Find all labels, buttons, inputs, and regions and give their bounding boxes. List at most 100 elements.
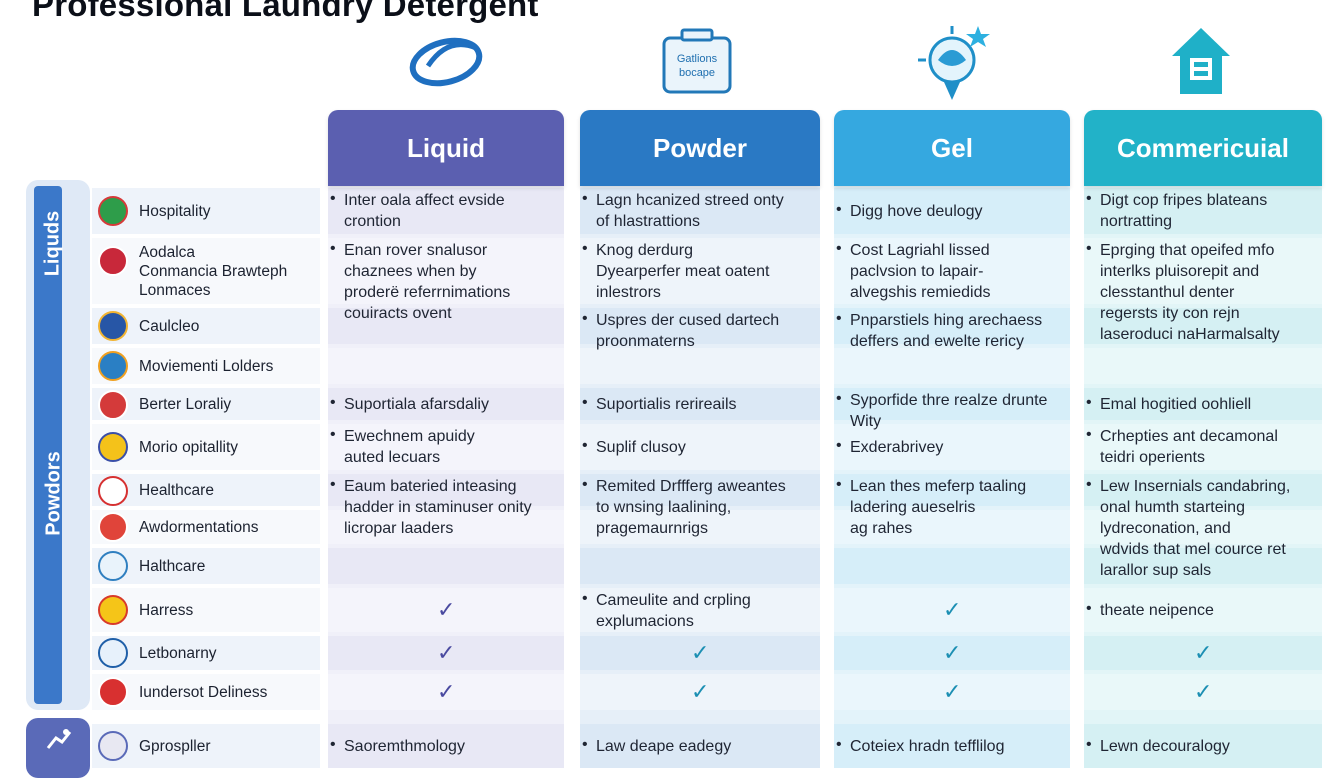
bullet: • bbox=[582, 393, 588, 411]
row-label: Awdormentations bbox=[139, 518, 259, 536]
cell-text: Coteiex hradn tefflilog bbox=[850, 737, 1005, 755]
row-label: Halthcare bbox=[139, 557, 206, 575]
bullet: • bbox=[1086, 190, 1092, 207]
bullet: • bbox=[1086, 426, 1092, 443]
row-label: Letbonarny bbox=[139, 644, 217, 662]
cell-text: Pnparstiels hing arechaess deffers and e… bbox=[850, 312, 1043, 350]
side-group-bar bbox=[34, 186, 62, 704]
cell-text: Uspres der cused dartech proonmaterns bbox=[596, 312, 780, 350]
cell-bg bbox=[1084, 674, 1322, 710]
cell-bg bbox=[834, 388, 1070, 420]
cell-bg bbox=[580, 636, 820, 670]
row-label-bg bbox=[92, 388, 320, 420]
cell-text: Exderabrivey bbox=[850, 438, 944, 456]
cell-bg bbox=[580, 674, 820, 710]
cell-bg bbox=[834, 348, 1070, 384]
cell-bg bbox=[834, 474, 1070, 506]
cell-bg bbox=[834, 188, 1070, 234]
cell-text: Crhepties ant decamonal teidri operients bbox=[1100, 428, 1278, 466]
detergent-box-label-2: bocape bbox=[679, 67, 715, 79]
cell-bg bbox=[834, 674, 1070, 710]
cell-bg bbox=[580, 510, 820, 544]
building-icon bbox=[98, 311, 128, 341]
cell-text: Digt cop fripes blateans nortratting bbox=[1100, 192, 1268, 230]
cell-text: Cost Lagriahl lissed paclvsion to lapair… bbox=[850, 242, 991, 301]
cell-bg bbox=[328, 588, 564, 632]
cell-bg bbox=[328, 238, 564, 304]
red-circle-icon bbox=[98, 677, 128, 707]
check-icon: ✓ bbox=[691, 640, 710, 665]
bullet: • bbox=[582, 590, 588, 607]
cell-bg bbox=[1084, 388, 1322, 420]
cell-text: Knog derdurg Dyearperfer meat oatent inl… bbox=[596, 242, 770, 301]
cell-bg bbox=[328, 724, 564, 768]
check-icon: ✓ bbox=[437, 640, 456, 665]
cell-bg bbox=[328, 674, 564, 710]
bullet: • bbox=[582, 310, 588, 327]
cell-bg bbox=[580, 424, 820, 470]
column-header-commercial: Commericuial bbox=[1084, 110, 1322, 186]
green-flag-icon bbox=[98, 196, 128, 226]
bullet: • bbox=[582, 436, 588, 454]
cell-bg bbox=[580, 724, 820, 768]
cell-bg bbox=[580, 388, 820, 420]
cell-text: Eaum bateried inteasing hadder in stamin… bbox=[344, 478, 532, 537]
cell-bg bbox=[1084, 588, 1322, 632]
row-label: Gprospller bbox=[139, 737, 211, 755]
row-label-bg bbox=[92, 636, 320, 670]
bullet: • bbox=[582, 240, 588, 257]
yellow-badge-icon bbox=[98, 595, 128, 625]
cell-bg bbox=[580, 474, 820, 506]
bullet: • bbox=[330, 426, 336, 443]
bullet: • bbox=[836, 390, 842, 407]
cell-bg bbox=[1084, 510, 1322, 544]
cell-bg bbox=[1084, 548, 1322, 584]
bullet: • bbox=[836, 476, 842, 493]
row-label: Morio opitallity bbox=[139, 438, 239, 456]
row-label: Berter Loraliy bbox=[139, 395, 232, 413]
row-label-bg bbox=[92, 674, 320, 710]
row-label-bg bbox=[92, 424, 320, 470]
check-icon: ✓ bbox=[1194, 679, 1213, 704]
people-icon bbox=[98, 731, 128, 761]
cell-text: Suplif clusoy bbox=[596, 438, 686, 456]
cell-text: Syporfide thre realze drunte Wity bbox=[850, 392, 1048, 430]
page-title: Professional Laundry Detergent bbox=[32, 0, 539, 23]
cell-bg bbox=[834, 724, 1070, 768]
row-label-bg bbox=[92, 724, 320, 768]
us-flag-icon bbox=[98, 390, 128, 420]
row-label-bg bbox=[92, 348, 320, 384]
row-label-bg bbox=[92, 308, 320, 344]
cell-bg bbox=[328, 636, 564, 670]
cell-text: Lewn decouralogy bbox=[1100, 737, 1230, 755]
detergent-box-icon: Gatlions bocape bbox=[660, 26, 734, 101]
cell-bg bbox=[1084, 474, 1322, 506]
bullet: • bbox=[582, 735, 588, 753]
cell-bg bbox=[580, 188, 820, 234]
check-icon: ✓ bbox=[1194, 640, 1213, 665]
bullet: • bbox=[836, 436, 842, 454]
check-icon: ✓ bbox=[943, 597, 962, 622]
cell-text: Ewechnem apuidy auted lecuars bbox=[344, 428, 475, 466]
column-header-liquid: Liquid bbox=[328, 110, 564, 186]
row-label-bg bbox=[92, 188, 320, 234]
cell-bg bbox=[1084, 636, 1322, 670]
cell-bg bbox=[1084, 348, 1322, 384]
bullet: • bbox=[330, 735, 336, 753]
check-icon: ✓ bbox=[691, 679, 710, 704]
side-group-liquids-label: Liquds bbox=[41, 210, 64, 277]
cell-text: Lean thes meferp taaling ladering auesel… bbox=[850, 478, 1027, 537]
commercial-building-icon bbox=[1170, 26, 1232, 101]
cell-text: Eprging that opeifed mfo interlks pluiso… bbox=[1100, 242, 1280, 343]
cell-bg bbox=[328, 424, 564, 470]
bullet: • bbox=[836, 240, 842, 257]
row-label: Healthcare bbox=[139, 481, 214, 499]
bullet: • bbox=[330, 240, 336, 257]
bottom-runner-icon bbox=[44, 728, 74, 754]
cell-bg bbox=[1084, 188, 1322, 234]
check-icon: ✓ bbox=[437, 679, 456, 704]
bullet: • bbox=[582, 190, 588, 207]
no-entry-icon bbox=[98, 476, 128, 506]
bullet: • bbox=[1086, 240, 1092, 257]
cell-bg bbox=[834, 424, 1070, 470]
